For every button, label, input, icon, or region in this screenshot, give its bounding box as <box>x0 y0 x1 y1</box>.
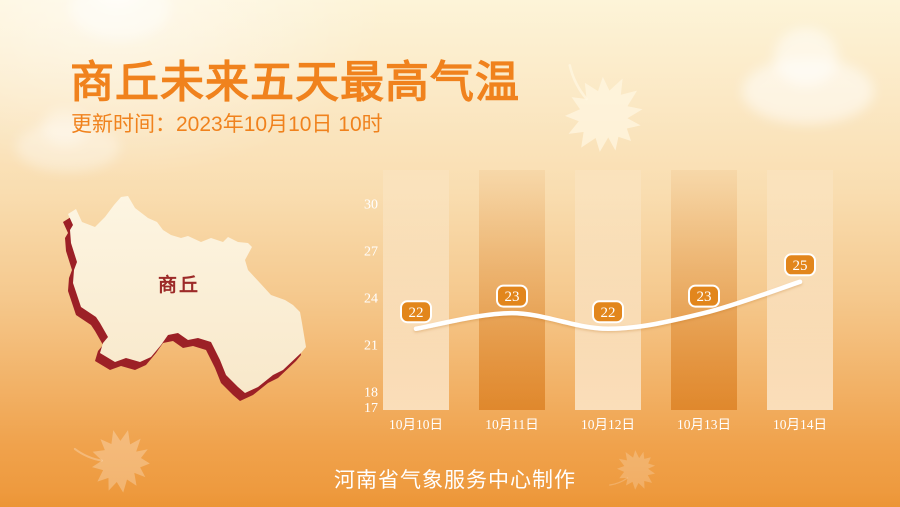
x-axis: 10月10日 10月11日 10月12日 10月13日 10月14日 <box>389 417 827 432</box>
x-axis-label: 10月10日 <box>389 417 443 432</box>
y-axis-tick: 30 <box>364 198 378 213</box>
x-axis-label: 10月13日 <box>677 417 731 432</box>
data-point-badge <box>496 284 528 308</box>
trend-line <box>413 279 803 332</box>
chart-bar <box>575 170 641 410</box>
data-point-value: 23 <box>505 289 520 305</box>
x-axis-label: 10月14日 <box>773 417 827 432</box>
cloud-icon <box>742 28 874 124</box>
page-title: 商丘未来五天最高气温 <box>70 58 520 107</box>
x-axis-label: 10月12日 <box>581 417 635 432</box>
trend-line-group <box>413 279 803 332</box>
data-point-value: 23 <box>697 289 712 305</box>
map-region-shape <box>68 196 306 393</box>
bars-group <box>383 170 833 410</box>
y-axis-tick: 17 <box>364 401 378 416</box>
y-axis-tick: 27 <box>364 245 378 260</box>
data-point-value: 22 <box>409 305 424 321</box>
cloud-icon <box>16 108 120 172</box>
update-time-label: 更新时间：2023年10月10日 10时 <box>71 113 383 136</box>
data-point-badge <box>688 284 720 308</box>
y-axis-tick: 21 <box>364 338 378 353</box>
data-point-value: 22 <box>601 305 616 321</box>
chart-bar <box>383 170 449 410</box>
data-point-value: 25 <box>793 258 808 274</box>
footer-credit: 河南省气象服务中心制作 <box>334 469 576 492</box>
data-point-badge <box>784 253 816 277</box>
shangqiu-region-map: 商丘 <box>63 196 306 401</box>
y-axis-tick: 18 <box>364 385 378 400</box>
map-region-label: 商丘 <box>158 273 200 296</box>
y-axis-tick: 24 <box>364 291 378 306</box>
data-point-badge <box>592 300 624 324</box>
data-labels-group: 22 23 22 23 25 <box>400 253 816 324</box>
data-point-badge <box>400 300 432 324</box>
x-axis-label: 10月11日 <box>485 417 539 432</box>
